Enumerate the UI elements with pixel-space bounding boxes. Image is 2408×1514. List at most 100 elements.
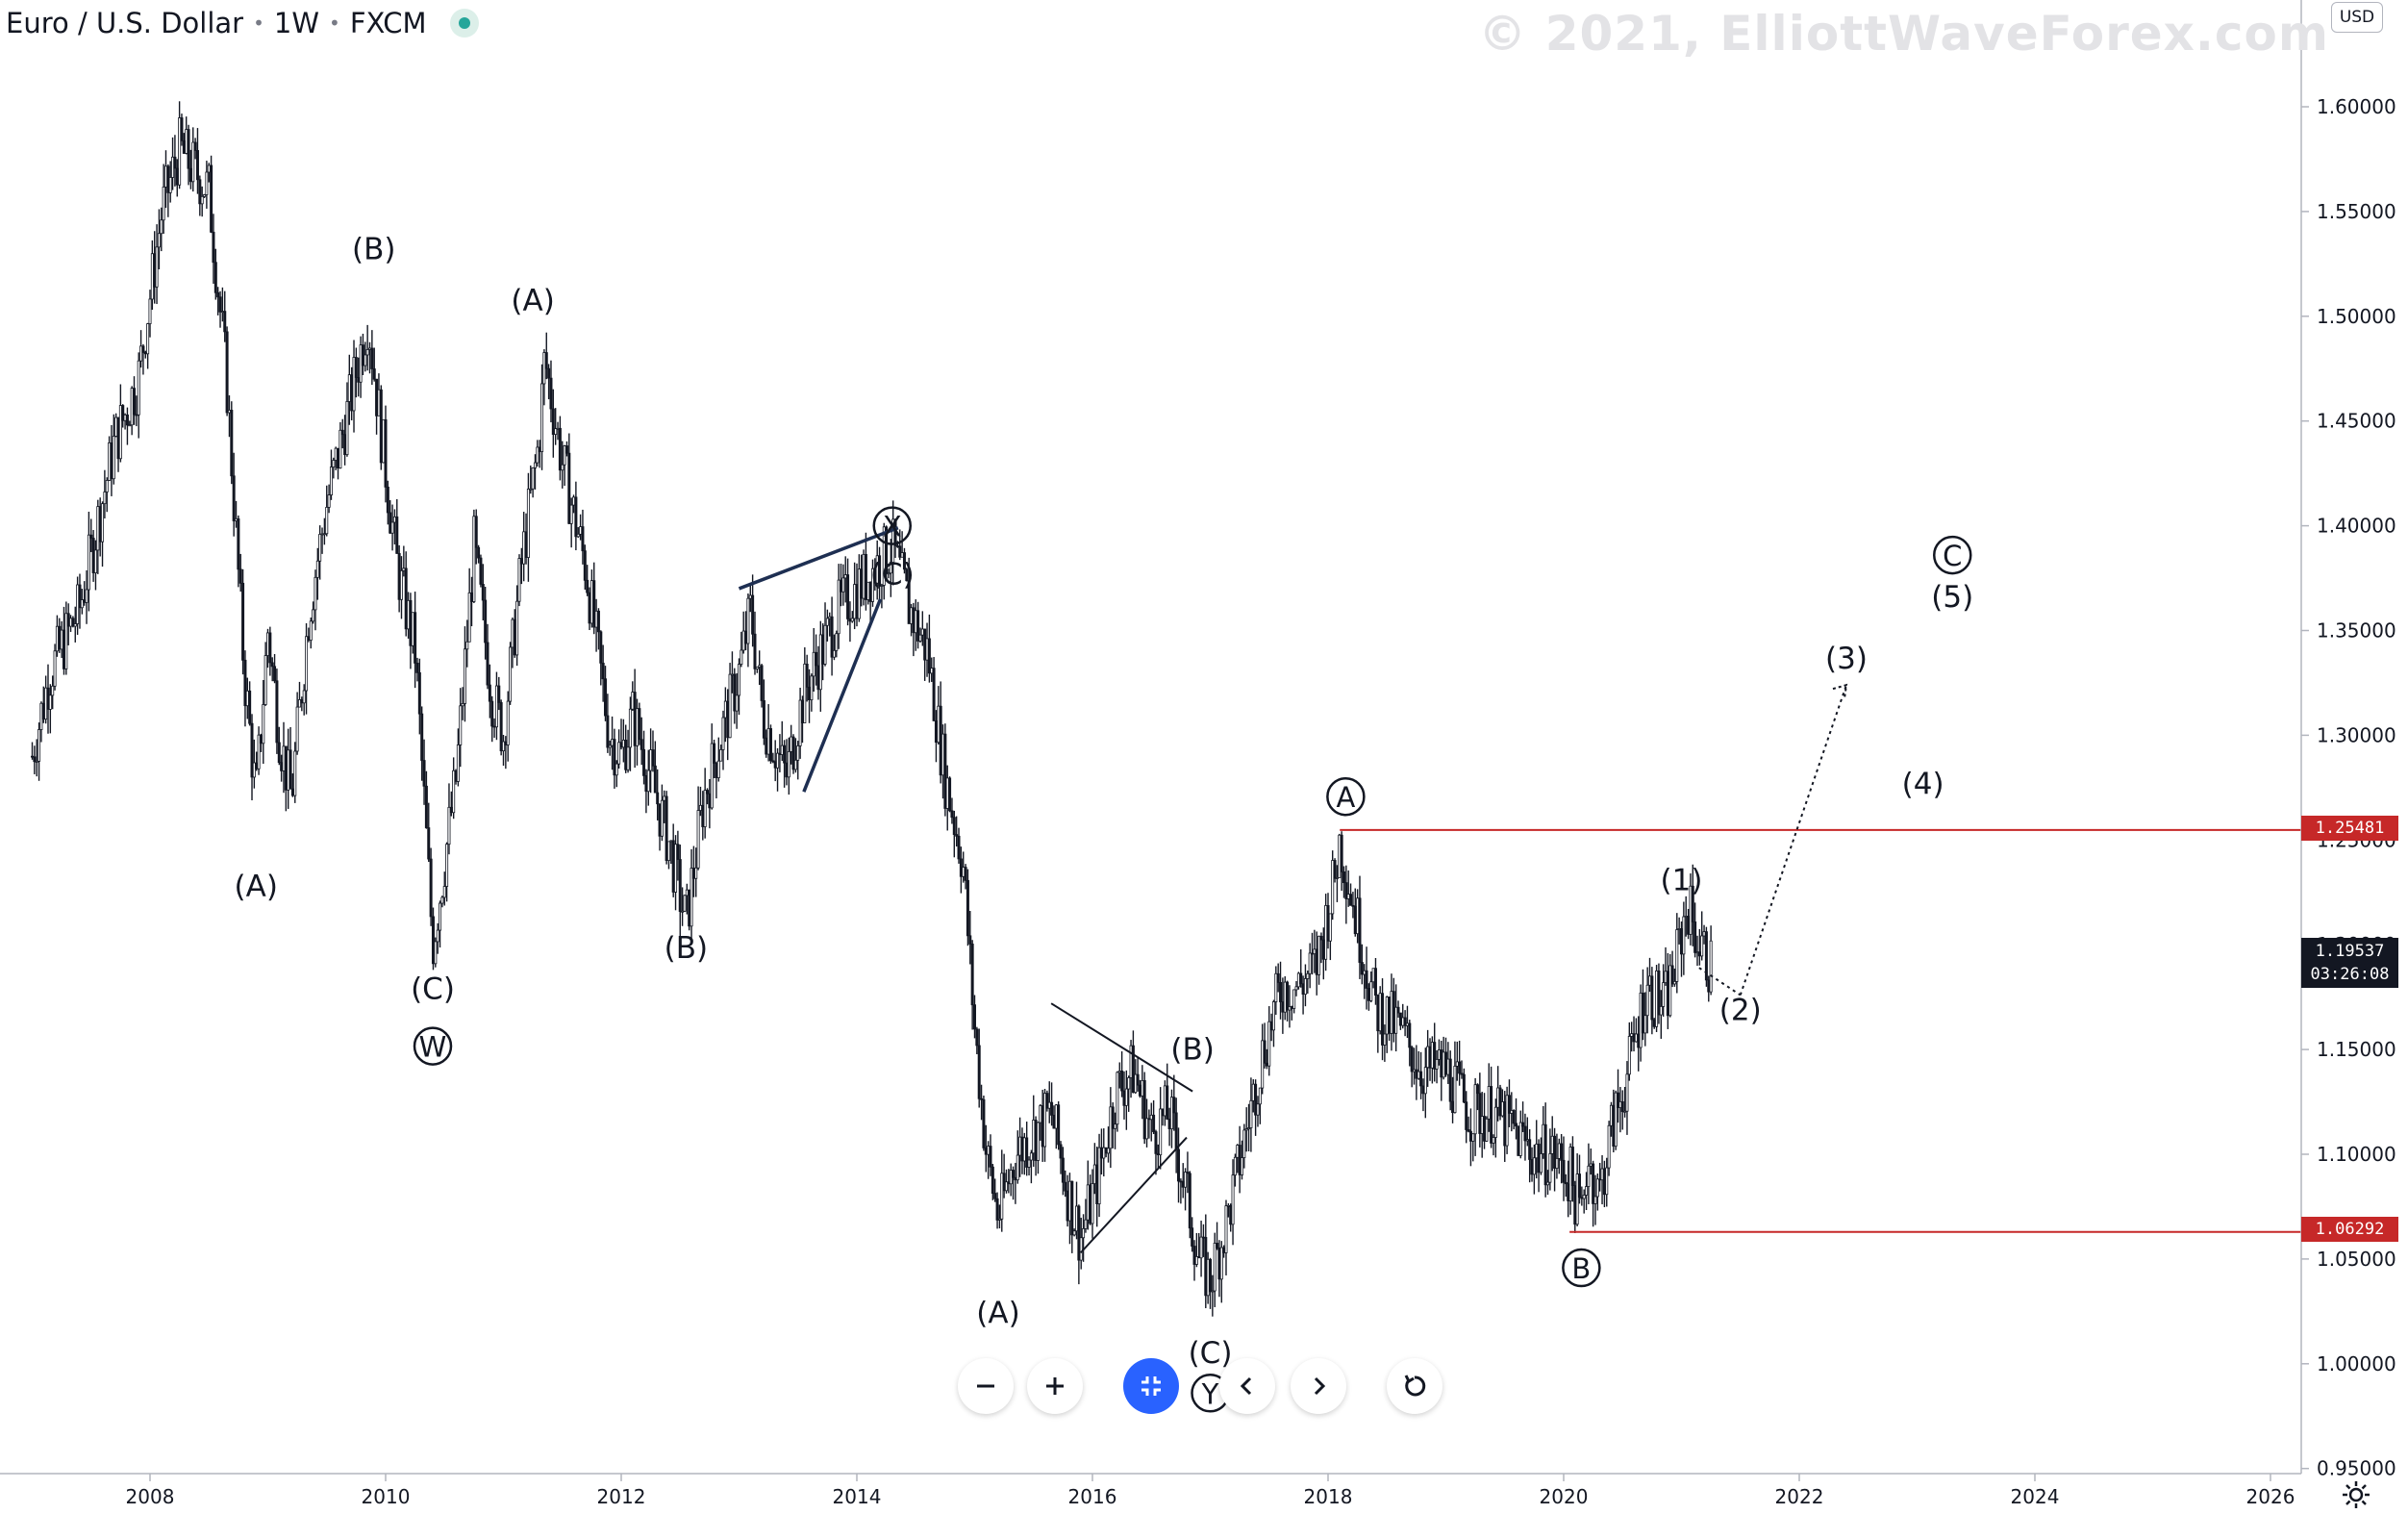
triangle-trend-line[interactable] [1080, 1136, 1188, 1254]
candle-body [1530, 1159, 1534, 1175]
reset-scale-button[interactable] [1123, 1358, 1179, 1414]
candle-body [966, 879, 969, 937]
candle-body [180, 117, 184, 141]
candle-body [1408, 1022, 1412, 1048]
candle-body [1303, 978, 1307, 996]
candle-body [730, 673, 734, 676]
candle-body [1226, 1204, 1230, 1207]
candle-body [810, 675, 814, 700]
zoom-out-button[interactable] [958, 1358, 1014, 1414]
candle-body [265, 632, 269, 656]
price-tick-label: 0.95000 [2317, 1457, 2396, 1480]
candle-body [1704, 931, 1708, 981]
symbol-title[interactable]: Euro / U.S. Dollar [6, 7, 244, 39]
market-status-icon[interactable] [449, 9, 479, 38]
candle-body [1134, 1073, 1138, 1094]
candle-body [1396, 1006, 1400, 1014]
candle-body [212, 231, 215, 264]
candle-body [755, 667, 759, 669]
wave-labels: (B) (A) (A) (C) W (B) X (C) (A) (B) (C) Y A B (1) (2) (3… [235, 233, 1973, 1413]
reset-chart-button[interactable] [1387, 1358, 1442, 1414]
price-series [31, 101, 1713, 1317]
candle-body [1643, 1015, 1647, 1034]
candle-body [320, 533, 324, 536]
candle-body [205, 171, 209, 195]
candle-body [133, 388, 137, 416]
candle-body [1349, 894, 1353, 906]
candle-body [257, 734, 261, 770]
settings-gear-icon[interactable] [2341, 1479, 2371, 1510]
candle-body [499, 702, 503, 752]
candle-body [1664, 971, 1668, 983]
candle-body [459, 705, 463, 745]
candle-body [787, 751, 790, 778]
candle-body [1211, 1290, 1215, 1293]
time-axis[interactable]: 2008 2010 2012 2014 2016 2018 2020 2022 2024 2026 [0, 1473, 2301, 1508]
candle-body [561, 464, 564, 471]
candle-body [108, 442, 112, 481]
candle-body [1066, 1190, 1069, 1222]
candle-body [429, 858, 433, 918]
candle-body [168, 177, 172, 193]
candle-body [991, 1166, 994, 1194]
candle-body [1064, 1181, 1067, 1192]
candle-body [1131, 1045, 1135, 1094]
candle-body [103, 492, 107, 505]
candle-body [887, 572, 890, 575]
candle-body [973, 1004, 977, 1030]
candle-body [1016, 1154, 1019, 1181]
candle-body [1086, 1184, 1090, 1221]
candle-body [300, 699, 304, 704]
candle-body [1575, 1173, 1579, 1225]
candle-body [1052, 1114, 1056, 1129]
candle-body [975, 1028, 979, 1047]
candle-body [551, 408, 555, 436]
candle-body [885, 526, 889, 574]
candle-body [163, 165, 167, 188]
time-tick-label: 2022 [1775, 1485, 1824, 1508]
candle-body [445, 844, 449, 887]
wave-label-circle [872, 506, 912, 545]
candle-body [762, 700, 765, 739]
candle-body [1072, 1230, 1076, 1236]
candle-body [939, 705, 942, 776]
triangle-trend-line[interactable] [1050, 1002, 1193, 1093]
candle-body [564, 445, 568, 454]
candle-body [1593, 1196, 1597, 1204]
wedge-trend-line[interactable] [802, 598, 883, 793]
currency-button[interactable]: USD [2331, 2, 2383, 33]
zoom-in-button[interactable] [1027, 1358, 1083, 1414]
wedge-trend-line[interactable] [738, 526, 899, 591]
candle-body [619, 742, 623, 748]
candle-body [1358, 897, 1362, 963]
candle-body [1496, 1087, 1500, 1108]
scroll-right-button[interactable] [1291, 1358, 1346, 1414]
candle-body [1009, 1170, 1013, 1185]
candle-body [395, 516, 399, 554]
candle-body [694, 867, 698, 879]
candle-body [517, 558, 521, 602]
candle-body [1589, 1163, 1593, 1167]
candle-body [1433, 1042, 1437, 1070]
candle-body [1014, 1176, 1017, 1181]
candle-body [1338, 834, 1342, 878]
candle-body [305, 636, 309, 692]
projection-line[interactable] [1739, 684, 1847, 996]
candle-body [379, 389, 383, 464]
interval-label[interactable]: 1W [273, 7, 320, 39]
price-tick-label: 1.60000 [2317, 95, 2396, 118]
scroll-left-button[interactable] [1219, 1358, 1275, 1414]
candle-body [1684, 916, 1688, 918]
candle-body [1637, 1033, 1641, 1048]
candle-body [870, 568, 874, 602]
candle-body [703, 790, 707, 827]
candle-body [1600, 1168, 1604, 1181]
candle-body [798, 699, 802, 746]
candle-body [1097, 1147, 1101, 1204]
projection-line[interactable] [1698, 967, 1742, 997]
candle-body [382, 418, 386, 464]
price-axis[interactable]: 1.60000 1.55000 1.50000 1.45000 1.40000 1.350… [2300, 0, 2396, 1480]
candle-body [1546, 1181, 1550, 1186]
candle-body [315, 560, 319, 578]
